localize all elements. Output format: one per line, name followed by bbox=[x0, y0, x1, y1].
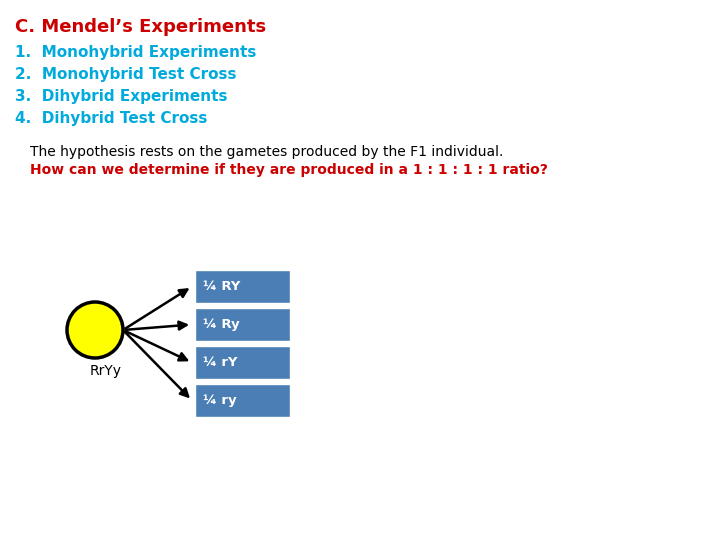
Text: C. Mendel’s Experiments: C. Mendel’s Experiments bbox=[15, 18, 266, 36]
Text: RrYy: RrYy bbox=[90, 364, 122, 378]
Text: ¼ rY: ¼ rY bbox=[203, 356, 238, 369]
Text: The hypothesis rests on the gametes produced by the F1 individual.: The hypothesis rests on the gametes prod… bbox=[30, 145, 503, 159]
Bar bbox=[195, 346, 290, 379]
Bar bbox=[195, 384, 290, 417]
Text: 4.  Dihybrid Test Cross: 4. Dihybrid Test Cross bbox=[15, 111, 207, 126]
Circle shape bbox=[67, 302, 123, 358]
Text: ¼ ry: ¼ ry bbox=[203, 394, 237, 407]
Text: 2.  Monohybrid Test Cross: 2. Monohybrid Test Cross bbox=[15, 67, 236, 82]
Text: ¼ Ry: ¼ Ry bbox=[203, 318, 240, 331]
Text: ¼ RY: ¼ RY bbox=[203, 280, 240, 293]
Text: 3.  Dihybrid Experiments: 3. Dihybrid Experiments bbox=[15, 89, 228, 104]
Text: How can we determine if they are produced in a 1 : 1 : 1 : 1 ratio?: How can we determine if they are produce… bbox=[30, 163, 548, 177]
Bar bbox=[195, 270, 290, 303]
Text: 1.  Monohybrid Experiments: 1. Monohybrid Experiments bbox=[15, 45, 256, 60]
Bar bbox=[195, 308, 290, 341]
